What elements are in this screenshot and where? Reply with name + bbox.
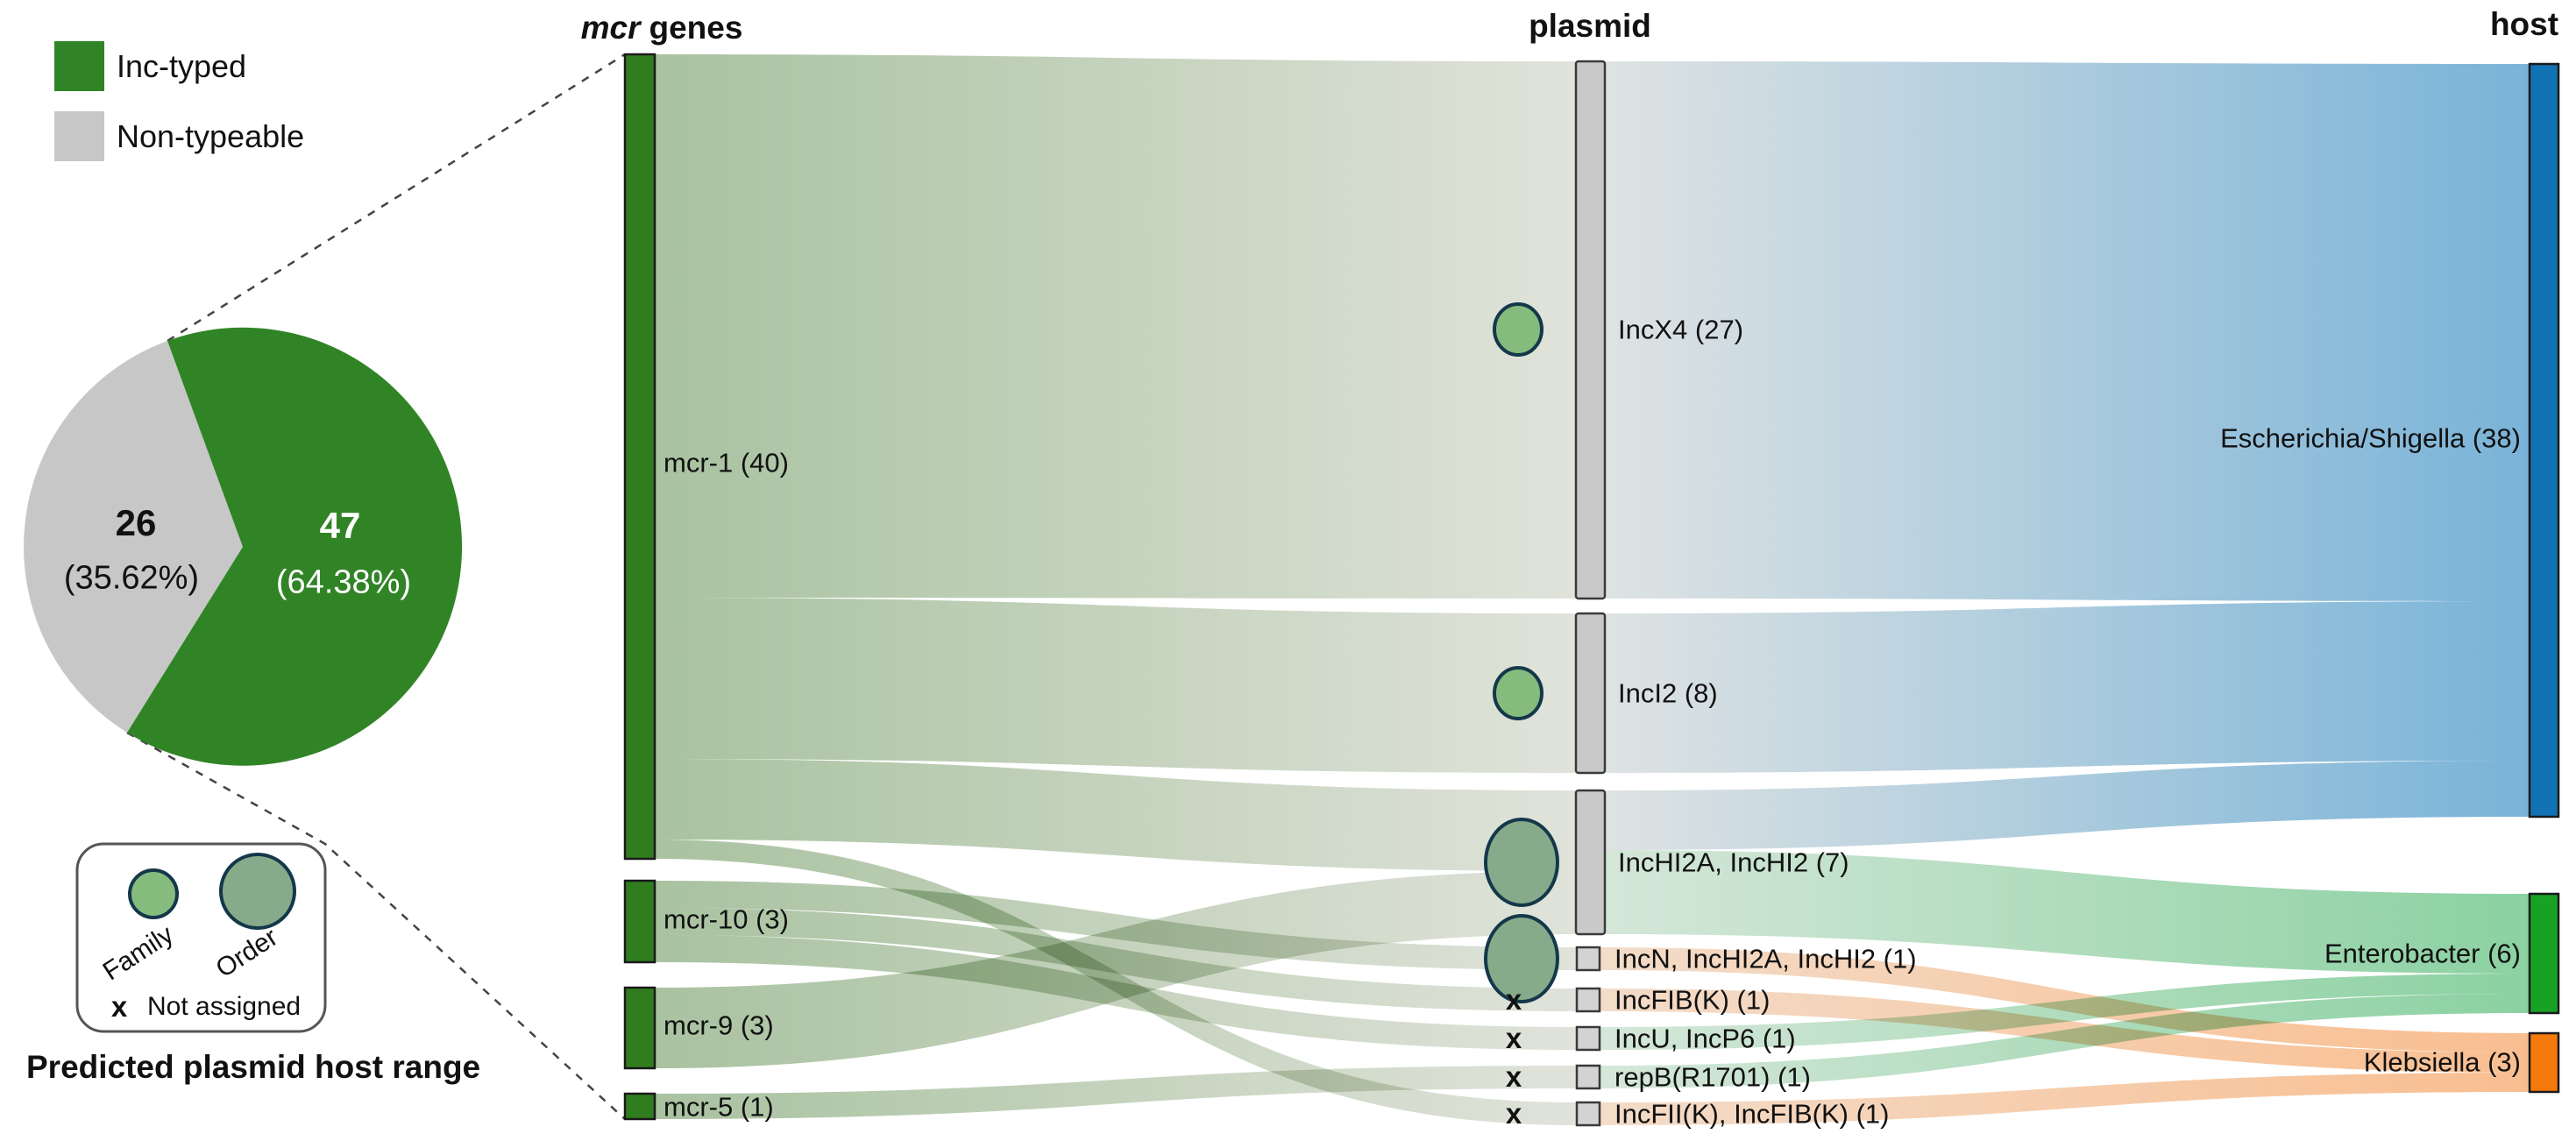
dashed-line-top	[167, 53, 626, 343]
pie-count-inc-typed: 47	[319, 505, 361, 546]
host-node-bars	[2528, 62, 2560, 1094]
ribbons-plasmid-to-host	[1600, 61, 2530, 1125]
dashed-connectors	[126, 53, 626, 1120]
node-enterobacter	[2528, 892, 2560, 1015]
node-repb	[1575, 1064, 1601, 1090]
gene-label-mcr-1: mcr-1 (40)	[664, 447, 789, 478]
legend-family-circle	[128, 868, 179, 919]
pie-count-non-typeable: 26	[115, 502, 157, 543]
header-genes-text: genes	[649, 10, 743, 46]
legend-label-non-typeable: Non-typeable	[117, 118, 305, 154]
pie-pct-inc-typed: (64.38%)	[275, 563, 412, 601]
ribbons-genes-to-plasmid	[655, 54, 1577, 1125]
node-incfii	[1575, 1101, 1601, 1127]
order-circle-inchi2a	[1484, 818, 1559, 907]
host-range-caption: Predicted plasmid host range	[26, 1049, 481, 1085]
node-incn	[1575, 946, 1601, 972]
family-circle-incx4	[1493, 302, 1543, 357]
node-incu	[1575, 1025, 1601, 1052]
flow-incu-enterobacter	[1600, 974, 2530, 1050]
family-circle-inci2	[1493, 666, 1543, 720]
flow-mcr5-repb	[655, 1066, 1577, 1119]
plasmid-label-repb: repB(R1701) (1)	[1614, 1061, 1811, 1093]
legend-swatch-non-typeable	[54, 111, 104, 161]
x-not-assigned-incfib: x	[1505, 983, 1522, 1016]
plasmid-label-inci2: IncI2 (8)	[1618, 677, 1718, 709]
gene-label-mcr-10: mcr-10 (3)	[664, 904, 789, 935]
order-circle-incn	[1484, 914, 1559, 1003]
flow-incfii-klebsiella	[1600, 1073, 2530, 1125]
legend-swatch-inc-typed	[54, 41, 104, 91]
flow-inci2-escherichia	[1605, 601, 2530, 773]
host-range-legend-box	[75, 842, 327, 1033]
column-header-mcr-genes: mcr genes	[581, 10, 743, 46]
legend-label-inc-typed: Inc-typed	[117, 48, 247, 84]
plasmid-node-bars	[1574, 60, 1607, 1127]
host-label-enterobacter: Enterobacter (6)	[2324, 938, 2521, 969]
plasmid-label-inchi2a: IncHI2A, IncHI2 (7)	[1618, 847, 1849, 878]
header-mcr-italic: mcr	[580, 10, 641, 46]
legend-order-circle	[219, 853, 296, 930]
host-label-escherichia-shigella: Escherichia/Shigella (38)	[2220, 422, 2521, 454]
flow-inchi2a-enterobacter	[1605, 850, 2530, 974]
flow-inchi2a-escherichia	[1605, 761, 2530, 850]
flow-mcr1-incx4	[655, 54, 1576, 599]
plasmid-label-incfib: IncFIB(K) (1)	[1614, 984, 1771, 1016]
legend-not-assigned-label: Not assigned	[147, 992, 302, 1021]
x-not-assigned-repb: x	[1505, 1060, 1522, 1093]
x-not-assigned-incfii: x	[1505, 1097, 1522, 1130]
host-label-klebsiella: Klebsiella (3)	[2363, 1046, 2521, 1078]
x-not-assigned-incu: x	[1505, 1022, 1522, 1054]
dashed-line-bottom	[126, 731, 626, 1120]
gene-label-mcr-9: mcr-9 (3)	[664, 1010, 774, 1041]
pie-slice-inc-typed	[127, 327, 463, 766]
plasmid-label-incx4: IncX4 (27)	[1618, 314, 1744, 345]
legend-x-symbol: x	[110, 990, 128, 1023]
column-header-host: host	[2489, 6, 2559, 42]
gene-node-bars	[623, 53, 656, 1121]
node-mcr-10	[623, 879, 656, 964]
pie-pct-non-typeable: (35.62%)	[63, 559, 200, 597]
node-klebsiella	[2528, 1031, 2560, 1094]
flow-mcr1-inchi2a	[655, 759, 1576, 871]
plasmid-label-incn: IncN, IncHI2A, IncHI2 (1)	[1614, 943, 1917, 974]
plasmid-label-incu: IncU, IncP6 (1)	[1614, 1023, 1796, 1054]
flow-mcr1-inci2	[655, 598, 1576, 773]
column-header-plasmid: plasmid	[1529, 8, 1651, 44]
node-mcr-5	[623, 1092, 656, 1121]
pie-slice-non-typeable	[24, 341, 243, 733]
gene-label-mcr-5: mcr-5 (1)	[664, 1091, 774, 1123]
node-mcr-9	[623, 986, 656, 1070]
flow-incn-klebsiella	[1600, 947, 2530, 1052]
node-mcr-1	[623, 53, 656, 861]
node-escherichia-shigella	[2528, 62, 2560, 818]
node-inchi2a	[1574, 789, 1607, 936]
flow-incx4-escherichia	[1605, 61, 2530, 601]
flow-mcr9-inchi2a	[655, 871, 1576, 1068]
node-inci2	[1574, 612, 1607, 775]
node-incx4	[1574, 60, 1607, 600]
host-range-markers	[1484, 302, 1559, 1003]
node-incfib	[1575, 987, 1601, 1013]
pie-chart	[24, 327, 463, 766]
plasmid-label-incfii: IncFII(K), IncFIB(K) (1)	[1614, 1098, 1890, 1130]
flow-incfib-klebsiella	[1600, 989, 2530, 1073]
